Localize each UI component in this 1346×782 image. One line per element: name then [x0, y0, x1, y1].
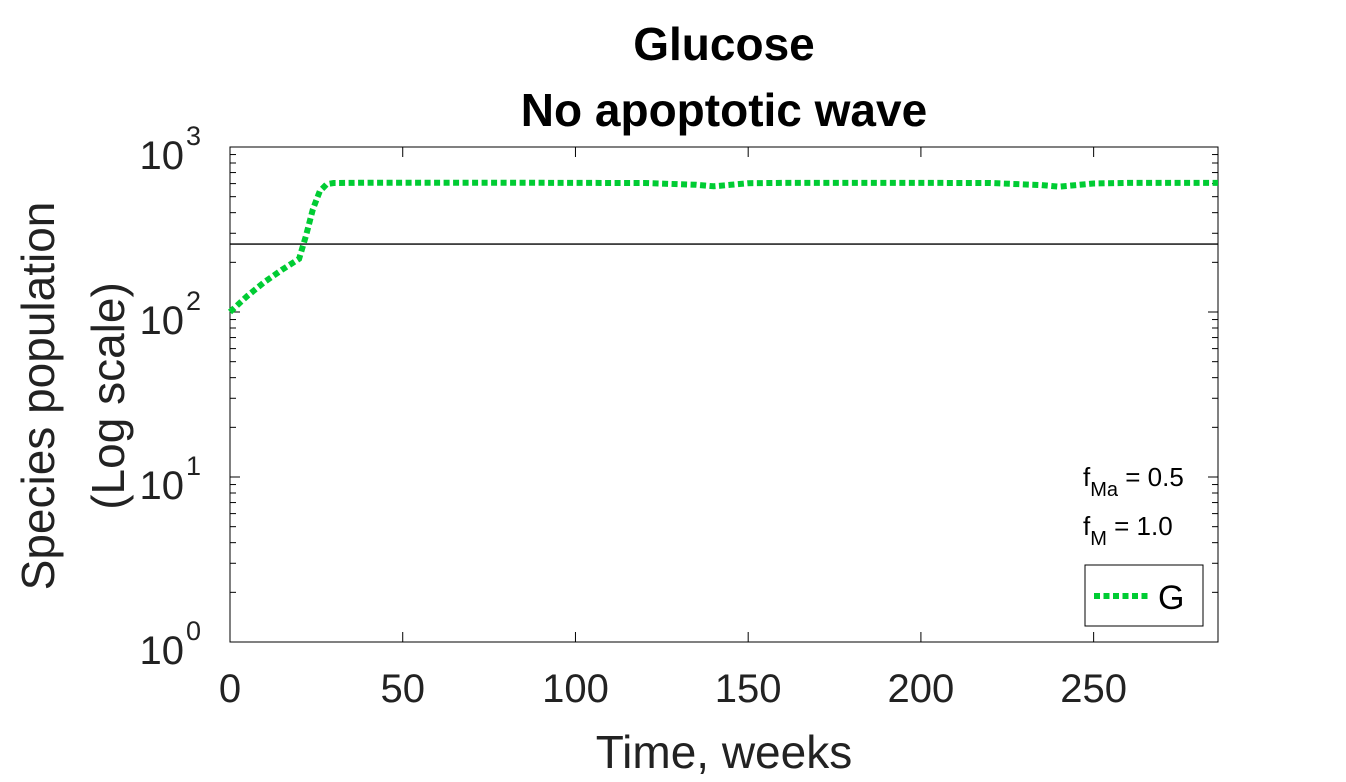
- parameter-annotation: fM = 1.0: [1083, 511, 1173, 550]
- legend-label-g: G: [1158, 579, 1184, 617]
- parameter-annotations: fMa = 0.5 fM = 1.0: [1083, 462, 1184, 550]
- plot-area-frame: [229, 146, 1219, 643]
- y-tick-label-exponent: 1: [186, 451, 201, 481]
- parameter-annotation: fMa = 0.5: [1083, 462, 1184, 501]
- legend: G: [1084, 564, 1204, 627]
- y-tick-label-exponent: 0: [186, 616, 201, 646]
- x-tick-label: 150: [715, 667, 782, 711]
- chart-title-line-2: No apoptotic wave: [521, 84, 927, 136]
- y-tick-label: 10: [140, 299, 185, 343]
- minor-ticks: [229, 147, 1218, 643]
- series-line-g: [227, 179, 1218, 315]
- y-axis-label-line-2: (Log scale): [82, 282, 134, 510]
- x-tick-label: 250: [1060, 667, 1127, 711]
- y-axis-label: Species population (Log scale): [12, 202, 134, 591]
- y-axis-label-line-1: Species population: [12, 202, 64, 591]
- y-tick-label: 10: [140, 464, 185, 508]
- x-tick-label: 100: [542, 667, 609, 711]
- x-tick-label: 50: [380, 667, 425, 711]
- y-tick-label: 10: [140, 629, 185, 673]
- y-tick-label-exponent: 3: [186, 121, 201, 151]
- y-tick-label-exponent: 2: [186, 286, 201, 316]
- x-tick-label: 0: [219, 667, 241, 711]
- chart-title: Glucose No apoptotic wave: [521, 18, 927, 136]
- x-tick-labels: 0 50 100 150 200 250: [219, 667, 1127, 711]
- x-tick-label: 200: [888, 667, 955, 711]
- y-tick-label: 10: [140, 134, 185, 178]
- x-axis-label: Time, weeks: [596, 726, 852, 778]
- chart-title-line-1: Glucose: [633, 18, 815, 70]
